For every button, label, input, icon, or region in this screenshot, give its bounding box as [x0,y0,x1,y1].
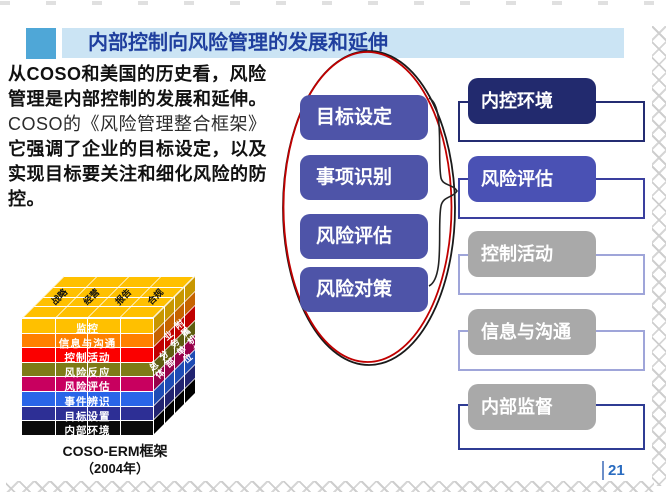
cube-row-label: 监控 [76,323,99,335]
slide-title: 内部控制向风险管理的发展和延伸 [88,32,388,54]
intro-line: 实现目标要关注和细化风险的防 [8,164,267,184]
coso-erm-cube: 战略 经营 报告 合规 监控 信息与沟通 控制活动 风险反应 风险评估 事件辨识… [10,274,210,439]
cube-front-row: 风险反应 [22,361,153,379]
title-accent-square [26,28,56,59]
erm-step-event-identification: 事项识别 [300,155,428,200]
intro-paragraph: 从COSO和美国的历史看，风险 管理是内部控制的发展和延伸。 COSO的《风险管… [8,62,308,212]
footer-divider [602,461,604,480]
intro-line: 从COSO和美国的历史看，风险 [8,64,267,84]
cube-caption-year: （2004年） [81,461,149,476]
brace-icon [428,97,458,287]
erm-step-risk-assessment: 风险评估 [300,214,428,259]
intro-line: COSO的《风险管理整合框架》 [8,114,267,134]
erm-step-risk-response: 风险对策 [300,267,428,312]
cube-row-label: 风险评估 [64,381,111,394]
cube-row-label: 事件辨识 [64,396,111,409]
cube-row-label: 信息与沟通 [58,337,117,350]
torn-edge-right [652,26,666,486]
cube-row-label: 风险反应 [64,366,111,379]
cube-row-label: 内部环境 [64,425,111,438]
erm-step-goal-setting: 目标设定 [300,95,428,140]
page-number: 21 [608,462,625,479]
cube-caption: COSO-ERM框架 （2004年） [30,443,200,477]
torn-edge-top [0,1,660,5]
intro-line: 管理是内部控制的发展和延伸。 [8,89,267,109]
intro-line: 它强调了企业的目标设定，以及 [8,139,267,159]
ellipse-inner-ring [282,51,453,363]
cube-front-face: 监控 信息与沟通 控制活动 风险反应 风险评估 事件辨识 目标设置 内部环境 [22,318,153,438]
cube-front-row: 风险评估 [22,376,153,394]
cube-row-label: 控制活动 [64,352,111,365]
title-bar: 内部控制向风险管理的发展和延伸 [62,28,624,58]
erm-ellipse [282,50,456,366]
intro-line: 控。 [8,189,45,209]
coso-component-risk-assessment: 风险评估 [468,156,596,202]
coso-component-control-environment: 内控环境 [468,78,596,124]
cube-front-row: 内部环境 [22,420,153,438]
coso-component-control-activities: 控制活动 [468,231,596,277]
cube-row-label: 目标设置 [64,410,111,423]
torn-edge-bottom [6,481,654,492]
cube-front-row: 监控 [22,318,153,335]
coso-component-monitoring: 内部监督 [468,384,596,430]
cube-front-row: 目标设置 [22,405,153,423]
cube-caption-title: COSO-ERM框架 [62,443,168,459]
cube-front-row: 控制活动 [22,347,153,365]
cube-front-row: 事件辨识 [22,391,153,409]
cube-front-row: 信息与沟通 [22,332,153,350]
coso-component-information-communication: 信息与沟通 [468,309,596,355]
